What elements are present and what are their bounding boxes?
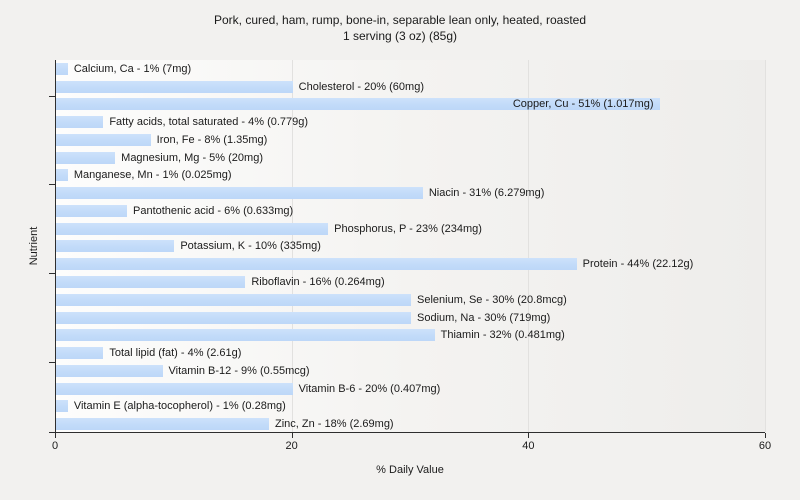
- x-axis-label: % Daily Value: [376, 464, 444, 476]
- bar-label: Sodium, Na - 30% (719mg): [417, 311, 551, 324]
- nutrient-bar: [56, 400, 68, 413]
- y-axis-label: Nutrient: [28, 226, 40, 266]
- bar-label: Copper, Cu - 51% (1.017mg): [512, 98, 654, 111]
- bar-label: Protein - 44% (22.12g): [582, 258, 694, 271]
- bar-row: Selenium, Se - 30% (20.8mcg): [56, 291, 765, 309]
- bar-row: Thiamin - 32% (0.481mg): [56, 326, 765, 344]
- y-tick-mark: [49, 184, 55, 186]
- bar-label: Vitamin E (alpha-tocopherol) - 1% (0.28m…: [73, 400, 286, 413]
- bar-row: Vitamin B-12 - 9% (0.55mcg): [56, 362, 765, 380]
- nutrient-bar: [56, 116, 104, 129]
- bar-label: Fatty acids, total saturated - 4% (0.779…: [109, 116, 309, 129]
- bar-label: Potassium, K - 10% (335mg): [180, 240, 321, 253]
- bar-label: Manganese, Mn - 1% (0.025mg): [73, 169, 232, 182]
- y-tick-mark: [49, 361, 55, 363]
- bar-row: Niacin - 31% (6.279mg): [56, 184, 765, 202]
- nutrient-bar: [56, 151, 116, 164]
- bar-label: Zinc, Zn - 18% (2.69mg): [275, 418, 394, 431]
- x-tick-mark: [291, 433, 293, 438]
- chart-title: Pork, cured, ham, rump, bone-in, separab…: [214, 13, 586, 27]
- bar-label: Vitamin B-12 - 9% (0.55mcg): [168, 364, 310, 377]
- x-tick-label: 0: [51, 440, 59, 452]
- bar-row: Riboflavin - 16% (0.264mg): [56, 273, 765, 291]
- nutrient-bar: [56, 364, 163, 377]
- chart-header: Pork, cured, ham, rump, bone-in, separab…: [0, 12, 800, 44]
- chart-subtitle: 1 serving (3 oz) (85g): [342, 29, 458, 43]
- nutrient-bar: [56, 222, 329, 235]
- nutrient-bar: [56, 347, 104, 360]
- y-tick-mark: [49, 95, 55, 97]
- nutrient-bar: [56, 276, 246, 289]
- bar-row: Vitamin B-6 - 20% (0.407mg): [56, 380, 765, 398]
- bar-row: Total lipid (fat) - 4% (2.61g): [56, 344, 765, 362]
- nutrient-bar: [56, 187, 423, 200]
- bar-row: Iron, Fe - 8% (1.35mg): [56, 131, 765, 149]
- gridline-x20: [291, 60, 293, 432]
- bar-label: Calcium, Ca - 1% (7mg): [73, 62, 192, 75]
- bar-label: Phosphorus, P - 23% (234mg): [334, 222, 482, 235]
- nutrient-bar: [56, 329, 435, 342]
- bar-label: Total lipid (fat) - 4% (2.61g): [109, 347, 242, 360]
- bar-label: Magnesium, Mg - 5% (20mg): [121, 151, 263, 164]
- bar-row: Magnesium, Mg - 5% (20mg): [56, 149, 765, 167]
- bar-row: Potassium, K - 10% (335mg): [56, 238, 765, 256]
- x-tick-mark: [55, 433, 56, 438]
- nutrient-bar: [56, 80, 293, 93]
- y-tick-mark: [49, 273, 55, 275]
- nutrient-bar: [56, 293, 411, 306]
- bar-row: Zinc, Zn - 18% (2.69mg): [56, 415, 765, 433]
- bar-row: Cholesterol - 20% (60mg): [56, 78, 765, 96]
- nutrient-bar: [56, 418, 269, 431]
- y-tick-mark: [49, 432, 55, 433]
- bar-row: Pantothenic acid - 6% (0.633mg): [56, 202, 765, 220]
- bar-row: Calcium, Ca - 1% (7mg): [56, 60, 765, 78]
- x-tick-label: 60: [758, 440, 772, 452]
- bar-label: Iron, Fe - 8% (1.35mg): [156, 133, 268, 146]
- bar-row: Manganese, Mn - 1% (0.025mg): [56, 167, 765, 185]
- x-tick-label: 40: [522, 440, 535, 452]
- bar-label: Thiamin - 32% (0.481mg): [440, 329, 565, 342]
- x-tick-mark: [528, 433, 530, 438]
- nutrient-bar: [56, 204, 127, 217]
- gridline-x40: [528, 60, 530, 432]
- bar-label: Vitamin B-6 - 20% (0.407mg): [298, 382, 441, 395]
- nutrient-bar: [56, 258, 577, 271]
- nutrient-bar: [56, 133, 151, 146]
- nutrient-bar: [56, 382, 293, 395]
- gridline-x60: [765, 60, 766, 432]
- nutrient-bar: [56, 311, 411, 324]
- bar-label: Niacin - 31% (6.279mg): [428, 187, 545, 200]
- bar-row: Vitamin E (alpha-tocopherol) - 1% (0.28m…: [56, 397, 765, 415]
- x-tick-mark: [765, 433, 766, 438]
- bar-row: Protein - 44% (22.12g): [56, 255, 765, 273]
- bar-label: Selenium, Se - 30% (20.8mcg): [417, 293, 567, 306]
- bar-row: Phosphorus, P - 23% (234mg): [56, 220, 765, 238]
- bar-row: Copper, Cu - 51% (1.017mg): [56, 96, 765, 114]
- x-tick-label: 20: [285, 440, 298, 452]
- bar-label: Pantothenic acid - 6% (0.633mg): [133, 204, 294, 217]
- plot-area: Calcium, Ca - 1% (7mg) Cholesterol - 20% …: [55, 60, 766, 433]
- bar-label: Cholesterol - 20% (60mg): [298, 80, 424, 93]
- bar-row: Sodium, Na - 30% (719mg): [56, 309, 765, 327]
- bar-label: Riboflavin - 16% (0.264mg): [251, 276, 385, 289]
- nutrient-bar: [56, 62, 68, 75]
- nutrient-bar: [56, 169, 68, 182]
- nutrient-bar: [56, 98, 660, 111]
- nutrient-bar: [56, 240, 175, 253]
- bar-row: Fatty acids, total saturated - 4% (0.779…: [56, 113, 765, 131]
